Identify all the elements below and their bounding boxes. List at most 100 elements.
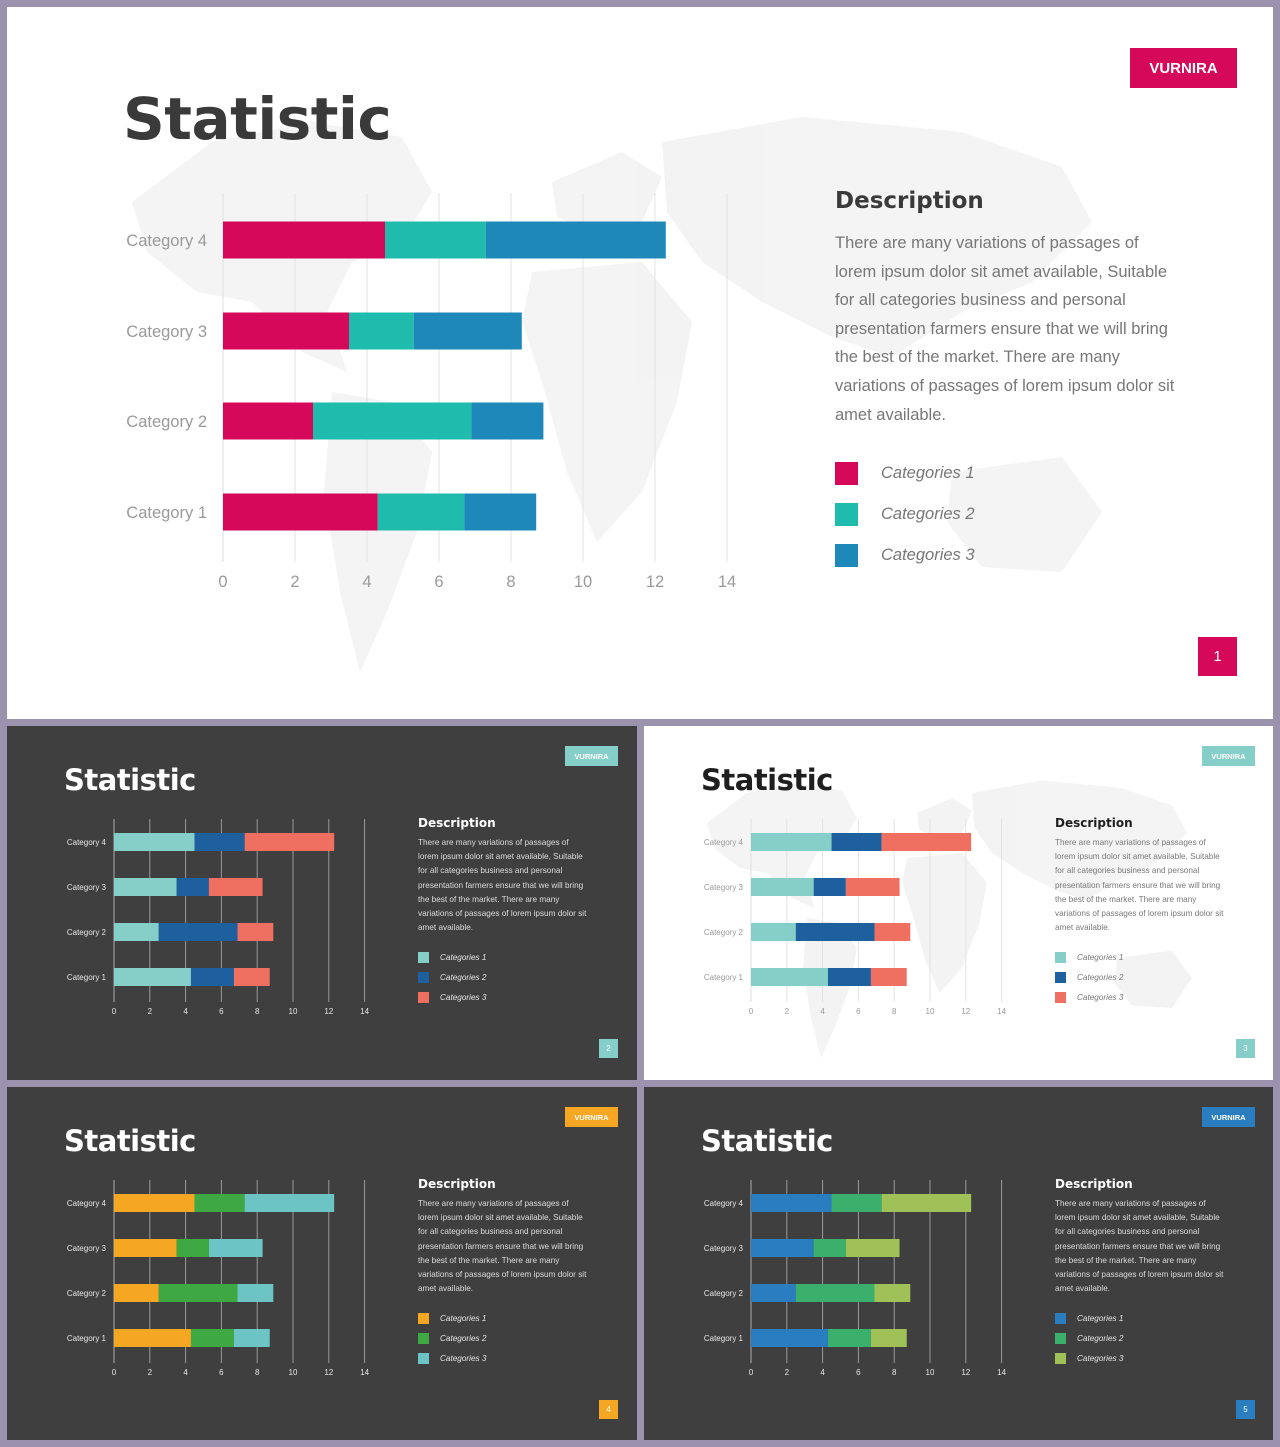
legend-label: Categories 1 <box>440 1314 487 1323</box>
legend-item: Categories 2 <box>418 972 486 983</box>
bar-category-3-series-1 <box>114 878 177 896</box>
page-number: 4 <box>599 1400 618 1419</box>
bar-category-4-series-3 <box>244 1194 335 1212</box>
bar-category-3-series-2 <box>813 1239 846 1257</box>
slide-title: Statistic <box>64 1124 196 1158</box>
description-text: There are many variations of passages of… <box>1055 1199 1224 1294</box>
x-tick-label: 12 <box>961 1368 970 1377</box>
legend-swatch <box>418 1313 429 1324</box>
category-label: Category 2 <box>126 413 207 431</box>
bar-category-2-series-1 <box>751 1284 796 1302</box>
x-tick-label: 12 <box>324 1368 333 1377</box>
bar-category-2-series-3 <box>471 402 544 440</box>
x-tick-label: 12 <box>324 1007 333 1016</box>
x-tick-label: 14 <box>997 1007 1006 1016</box>
bar-category-4-series-1 <box>751 833 832 851</box>
x-tick-label: 4 <box>820 1368 825 1377</box>
bar-category-1-series-2 <box>190 968 234 986</box>
bar-category-3-series-3 <box>208 1239 263 1257</box>
category-label: Category 4 <box>67 1199 107 1208</box>
legend-label: Categories 2 <box>1077 1334 1124 1343</box>
bar-category-2-series-1 <box>223 402 313 440</box>
legend-swatch <box>1055 1313 1066 1324</box>
legend-item: Categories 3 <box>1055 992 1123 1003</box>
category-label: Category 2 <box>704 928 744 937</box>
description-heading: Description <box>1055 1177 1133 1191</box>
description-heading: Description <box>835 188 984 214</box>
bar-category-1-series-2 <box>377 493 465 531</box>
slide-2[interactable]: Statistic VURNIRA 0 2 4 6 8 10 12 14 Category 1 C… <box>7 726 637 1080</box>
legend-item: Categories 2 <box>1055 1333 1123 1344</box>
bar-category-4-series-2 <box>385 221 486 259</box>
category-label: Category 3 <box>704 883 744 892</box>
x-tick-label: 14 <box>997 1368 1006 1377</box>
x-tick-label: 8 <box>892 1007 897 1016</box>
x-tick-label: 2 <box>785 1007 790 1016</box>
legend-item: Categories 1 <box>1055 1313 1123 1324</box>
x-tick-label: 6 <box>856 1368 861 1377</box>
slide-title: Statistic <box>701 763 833 797</box>
category-label: Category 1 <box>67 1334 107 1343</box>
brand-badge: VURNIRA <box>1130 48 1237 88</box>
bar-category-4-series-1 <box>114 1194 195 1212</box>
bar-category-1-series-2 <box>827 1329 871 1347</box>
bar-category-4-series-2 <box>831 1194 882 1212</box>
legend-label: Categories 3 <box>440 993 487 1002</box>
bar-category-2-series-2 <box>158 923 238 941</box>
category-label: Category 3 <box>67 883 107 892</box>
x-tick-label: 4 <box>183 1007 188 1016</box>
category-label: Category 4 <box>704 1199 744 1208</box>
bar-category-2-series-2 <box>158 1284 238 1302</box>
chart-legend: Categories 1 Categories 2 Categories 3 <box>1055 952 1123 1012</box>
legend-label: Categories 3 <box>881 546 975 564</box>
bar-category-2-series-1 <box>114 1284 159 1302</box>
x-tick-label: 4 <box>183 1368 188 1377</box>
legend-label: Categories 2 <box>1077 973 1124 982</box>
chart-legend: Categories 1 Categories 2 Categories 3 <box>1055 1313 1123 1373</box>
bar-category-2-series-3 <box>874 923 911 941</box>
legend-swatch <box>418 952 429 963</box>
legend-swatch <box>1055 992 1066 1003</box>
legend-label: Categories 3 <box>1077 1354 1124 1363</box>
slide-3[interactable]: Statistic VURNIRA 0 2 4 6 8 10 12 14 Category 1 C… <box>644 726 1273 1080</box>
x-tick-label: 4 <box>362 573 371 591</box>
legend-item: Categories 3 <box>418 1353 486 1364</box>
slide-4[interactable]: Statistic VURNIRA 0 2 4 6 8 10 12 14 Category 1 C… <box>7 1087 637 1440</box>
description-text: There are many variations of passages of… <box>418 838 587 933</box>
bar-category-1-series-2 <box>190 1329 234 1347</box>
page-number: 1 <box>1198 637 1237 676</box>
bar-category-4-series-1 <box>751 1194 832 1212</box>
legend-item: Categories 2 <box>835 503 975 526</box>
category-label: Category 1 <box>67 973 107 982</box>
stacked-bar-chart: 0 2 4 6 8 10 12 14 Category 1 Category 2 Category … <box>67 819 370 1016</box>
bar-category-1-series-3 <box>870 968 907 986</box>
legend-item: Categories 2 <box>1055 972 1123 983</box>
x-tick-label: 8 <box>255 1007 260 1016</box>
x-tick-label: 10 <box>574 573 592 591</box>
x-tick-label: 2 <box>148 1368 153 1377</box>
brand-badge: VURNIRA <box>1202 746 1255 766</box>
category-label: Category 1 <box>126 504 207 522</box>
x-tick-label: 8 <box>506 573 515 591</box>
legend-label: Categories 1 <box>440 953 487 962</box>
legend-item: Categories 2 <box>418 1333 486 1344</box>
category-label: Category 1 <box>704 973 744 982</box>
legend-label: Categories 2 <box>440 1334 487 1343</box>
legend-swatch <box>418 972 429 983</box>
x-tick-label: 0 <box>749 1007 754 1016</box>
x-tick-label: 2 <box>148 1007 153 1016</box>
bar-category-1-series-3 <box>870 1329 907 1347</box>
bar-category-3-series-1 <box>223 312 349 350</box>
category-label: Category 4 <box>67 838 107 847</box>
slide-title: Statistic <box>701 1124 833 1158</box>
bar-category-4-series-3 <box>881 1194 972 1212</box>
bar-category-3-series-3 <box>845 1239 900 1257</box>
legend-swatch <box>1055 1353 1066 1364</box>
bar-category-3-series-3 <box>208 878 263 896</box>
slide-1[interactable]: Statistic VURNIRA 0 2 4 6 8 10 12 14 Category 1 C… <box>7 7 1273 719</box>
category-label: Category 2 <box>67 928 107 937</box>
slide-5[interactable]: Statistic VURNIRA 0 2 4 6 8 10 12 14 Category 1 C… <box>644 1087 1273 1440</box>
bar-category-4-series-3 <box>485 221 666 259</box>
bar-category-4-series-1 <box>114 833 195 851</box>
x-tick-label: 0 <box>112 1007 117 1016</box>
